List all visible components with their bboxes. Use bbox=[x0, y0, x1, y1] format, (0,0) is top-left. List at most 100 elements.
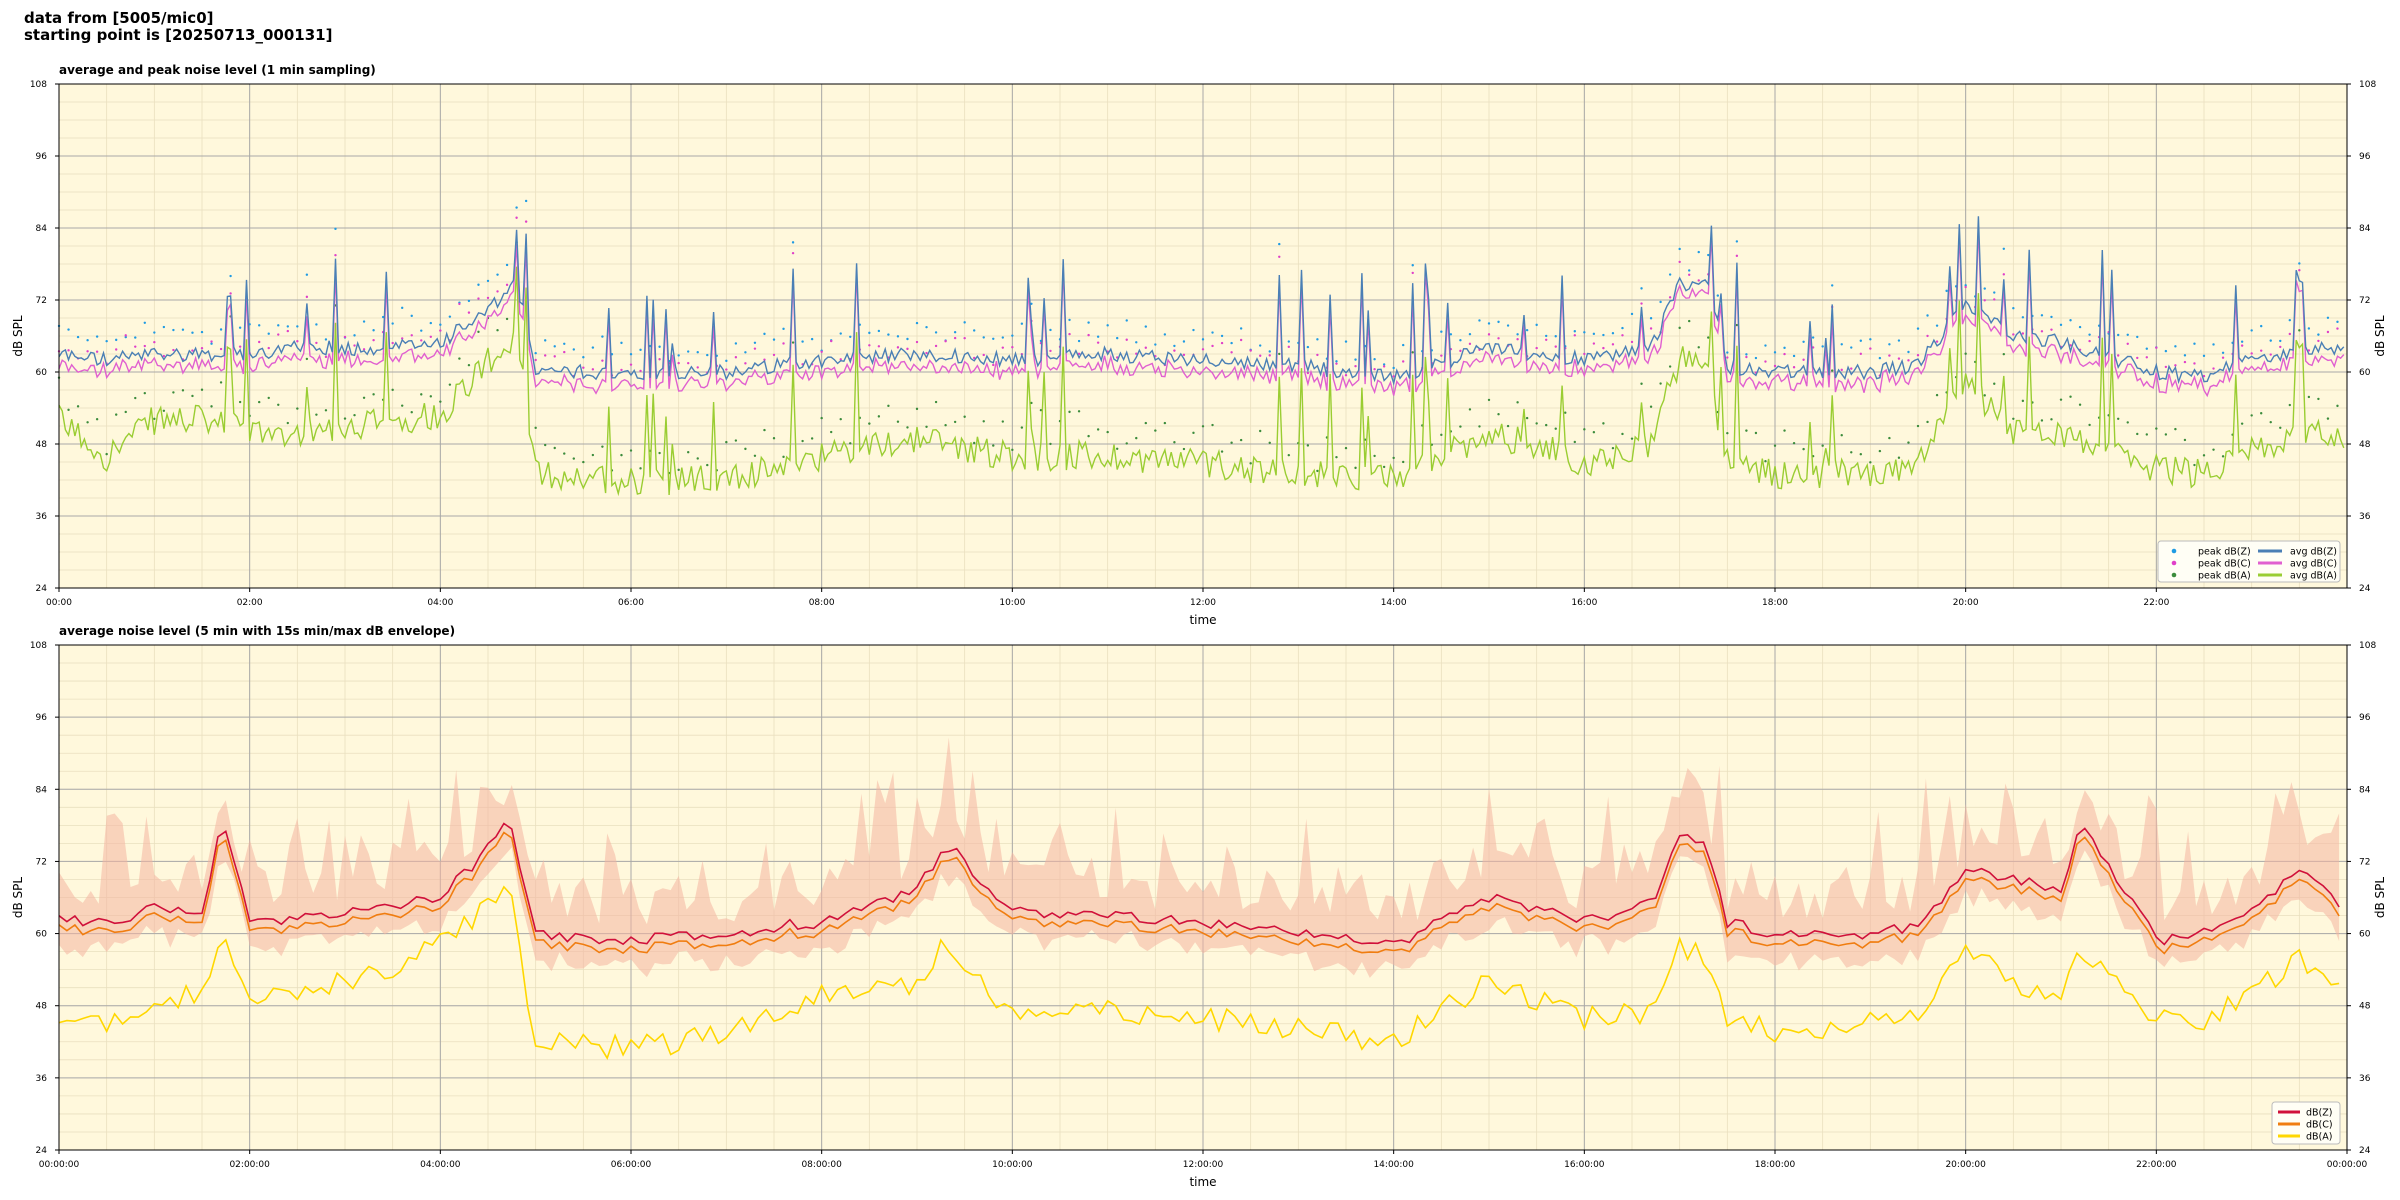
peak-a-point bbox=[1926, 420, 1929, 424]
peak-z-point bbox=[963, 321, 966, 324]
peak-z-point bbox=[2326, 316, 2330, 319]
peak-c-point bbox=[343, 335, 347, 339]
peak-a-point bbox=[134, 396, 137, 400]
peak-a-point bbox=[1707, 336, 1710, 339]
peak-c-point bbox=[687, 361, 690, 365]
peak-c-point bbox=[734, 356, 738, 359]
peak-z-point bbox=[1811, 336, 1815, 339]
y-tick-label: 48 bbox=[36, 1002, 48, 1012]
peak-z-point bbox=[2145, 347, 2148, 350]
peak-a-point bbox=[162, 409, 166, 412]
peak-z-point bbox=[2126, 333, 2129, 337]
chart-title: average noise level (5 min with 15s min/… bbox=[59, 624, 455, 638]
peak-a-point bbox=[1011, 448, 1014, 452]
peak-z-point bbox=[658, 345, 661, 348]
peak-z-point bbox=[677, 354, 680, 357]
peak-c-point bbox=[1764, 360, 1767, 363]
peak-z-point bbox=[1373, 358, 1376, 361]
peak-c-point bbox=[1926, 334, 1929, 338]
peak-a-point bbox=[343, 417, 347, 420]
peak-z-point bbox=[315, 323, 318, 326]
peak-c-point bbox=[305, 295, 309, 299]
y-tick-label: 24 bbox=[2359, 584, 2371, 594]
peak-a-point bbox=[1792, 441, 1796, 445]
peak-c-point bbox=[467, 311, 471, 314]
peak-a-point bbox=[944, 423, 947, 427]
peak-c-point bbox=[153, 340, 156, 344]
peak-a-point bbox=[1630, 437, 1634, 440]
peak-a-point bbox=[820, 416, 823, 420]
peak-c-point bbox=[563, 350, 566, 354]
peak-c-point bbox=[2288, 332, 2291, 336]
peak-z-point bbox=[2250, 329, 2253, 332]
peak-z-point bbox=[2317, 333, 2320, 336]
peak-c-point bbox=[620, 368, 623, 372]
peak-c-point bbox=[2298, 268, 2301, 272]
peak-z-point bbox=[2136, 335, 2139, 339]
peak-z-point bbox=[1678, 247, 1681, 251]
peak-c-point bbox=[496, 290, 499, 293]
peak-c-point bbox=[1630, 340, 1634, 344]
peak-a-point bbox=[563, 452, 566, 455]
peak-z-point bbox=[115, 338, 118, 342]
peak-c-point bbox=[1811, 346, 1815, 349]
peak-a-point bbox=[639, 467, 642, 470]
peak-c-point bbox=[1144, 346, 1148, 349]
peak-z-point bbox=[1335, 360, 1338, 363]
peak-a-point bbox=[1745, 429, 1748, 432]
peak-c-point bbox=[1783, 352, 1786, 356]
peak-a-point bbox=[810, 437, 814, 440]
peak-c-point bbox=[2088, 339, 2091, 343]
peak-z-point bbox=[401, 306, 404, 310]
peak-a-point bbox=[401, 404, 404, 407]
peak-z-point bbox=[1001, 336, 1004, 339]
peak-a-point bbox=[2078, 403, 2082, 406]
peak-z-point bbox=[1964, 284, 1967, 287]
peak-c-point bbox=[391, 341, 394, 345]
peak-a-point bbox=[1392, 456, 1395, 460]
peak-a-point bbox=[410, 410, 413, 414]
peak-a-point bbox=[725, 440, 728, 444]
peak-a-point bbox=[1478, 425, 1481, 428]
header-line-start: starting point is [20250713_000131] bbox=[24, 26, 333, 44]
y-tick-label: 108 bbox=[30, 80, 47, 90]
peak-a-point bbox=[1993, 382, 1996, 385]
peak-a-point bbox=[1697, 346, 1700, 349]
peak-c-point bbox=[1611, 343, 1615, 346]
peak-z-point bbox=[601, 335, 604, 338]
peak-z-point bbox=[1707, 253, 1710, 257]
peak-c-point bbox=[1049, 349, 1052, 353]
peak-z-point bbox=[1125, 319, 1128, 322]
peak-z-point bbox=[95, 335, 99, 338]
y-tick-label: 108 bbox=[30, 641, 47, 651]
peak-z-point bbox=[1592, 332, 1596, 336]
peak-z-point bbox=[1154, 343, 1157, 346]
peak-a-point bbox=[934, 400, 938, 404]
peak-z-point bbox=[1897, 339, 1901, 342]
peak-a-point bbox=[791, 341, 795, 344]
peak-a-point bbox=[887, 404, 890, 408]
peak-c-point bbox=[601, 359, 604, 362]
peak-a-point bbox=[315, 413, 318, 416]
peak-c-point bbox=[2317, 339, 2320, 343]
peak-a-point bbox=[2221, 455, 2225, 458]
peak-z-point bbox=[1278, 242, 1281, 246]
peak-z-point bbox=[2078, 325, 2082, 329]
peak-c-point bbox=[2021, 332, 2025, 335]
peak-z-point bbox=[1545, 334, 1548, 338]
peak-a-point bbox=[448, 383, 452, 386]
peak-c-point bbox=[1888, 354, 1891, 357]
peak-a-point bbox=[782, 455, 785, 459]
peak-c-point bbox=[763, 358, 766, 361]
peak-z-point bbox=[324, 338, 328, 341]
peak-c-point bbox=[1259, 354, 1262, 357]
peak-c-point bbox=[401, 337, 404, 340]
peak-c-point bbox=[1316, 353, 1319, 357]
peak-a-point bbox=[2050, 418, 2053, 421]
peak-a-point bbox=[1840, 434, 1843, 437]
peak-a-point bbox=[1306, 444, 1310, 447]
peak-c-point bbox=[1373, 368, 1376, 371]
y-axis-label-right: dB SPL bbox=[2373, 877, 2387, 919]
y-tick-label: 84 bbox=[36, 785, 48, 795]
peak-a-point bbox=[2069, 395, 2072, 398]
